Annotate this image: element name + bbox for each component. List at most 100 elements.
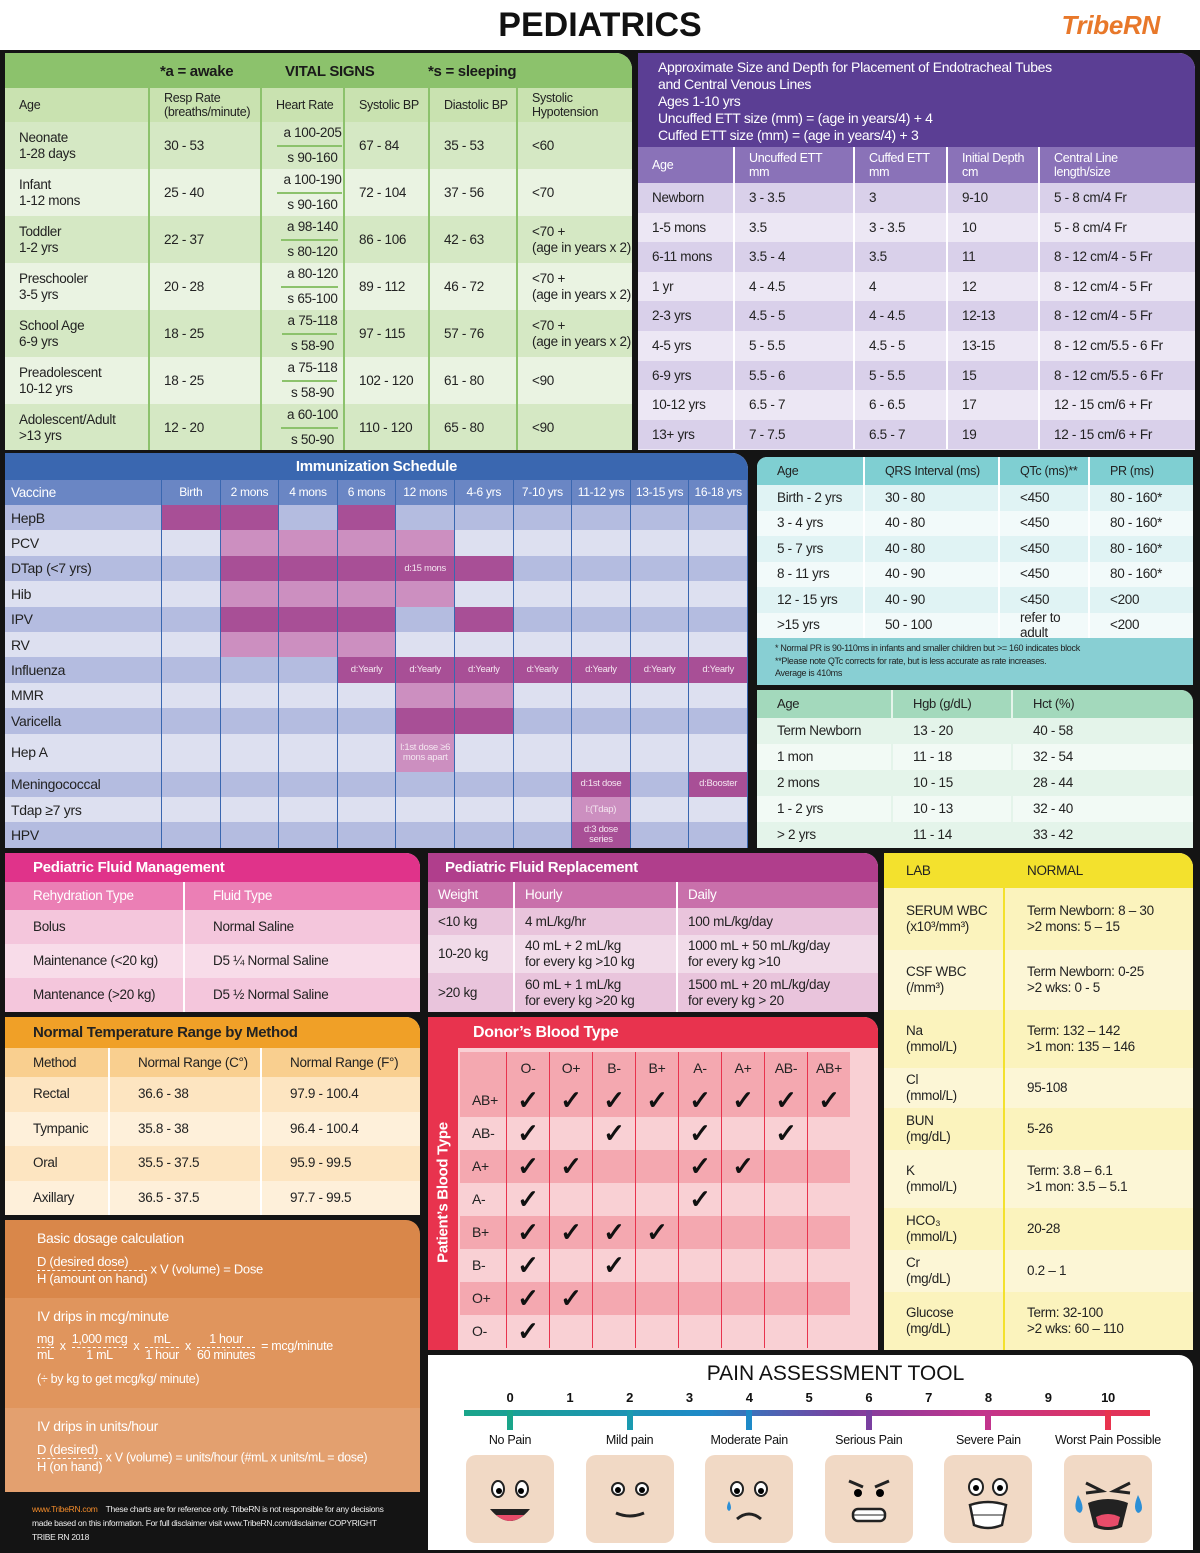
empty-cell — [162, 555, 221, 582]
table-cell: 3.5 - 4 — [735, 242, 855, 272]
empty-cell — [678, 1282, 721, 1315]
check-icon: ✓ — [506, 1117, 549, 1150]
times-sign: x — [185, 1339, 191, 1354]
empty-cell — [689, 733, 748, 772]
mcg-section: IV drips in mcg/minute mg mL x 1,000 mcg 1 m… — [5, 1298, 420, 1408]
ett-intro-line: Approximate Size and Depth for Placement… — [658, 59, 1052, 75]
patient-type-label: O- — [460, 1315, 506, 1348]
table-cell: 95.9 - 99.5 — [262, 1146, 420, 1181]
empty-cell — [689, 822, 748, 848]
row-label: 5 - 7 yrs — [757, 536, 865, 562]
column-header: PR (ms) — [1090, 457, 1193, 485]
donor-type-header: O- — [506, 1052, 549, 1084]
row-label: K (mmol/L) — [884, 1150, 1005, 1208]
check-icon: ✓ — [506, 1084, 549, 1117]
pain-scale-tick — [626, 1410, 633, 1430]
row-label: Adolescent/Adult >13 yrs — [5, 404, 150, 450]
empty-cell — [162, 733, 221, 772]
page-header: PEDIATRICS TribeRN — [0, 0, 1200, 50]
dose-cell — [279, 581, 338, 607]
column-header: QRS Interval (ms) — [865, 457, 1000, 485]
basic-dosage-section: Basic dosage calculation D (desired dose… — [5, 1220, 420, 1298]
table-cell: 40 - 80 — [865, 536, 1000, 562]
check-icon: ✓ — [635, 1084, 678, 1117]
pain-scale-tick — [1105, 1410, 1111, 1430]
empty-cell — [592, 1150, 635, 1183]
patient-blood-type-label: Patient’s Blood Type — [434, 1122, 452, 1263]
table-cell: 4.5 - 5 — [855, 330, 948, 361]
row-label: 10-12 yrs — [638, 390, 735, 420]
row-label: Oral — [5, 1146, 110, 1181]
row-label: 1 yr — [638, 271, 735, 302]
pain-scale-tick — [746, 1410, 753, 1430]
table-cell: 40 mL + 2 mL/kg for every kg >10 kg — [515, 935, 678, 973]
row-label: 2 mons — [757, 770, 893, 796]
table-cell: 36.6 - 38 — [110, 1077, 262, 1112]
mcg-title: IV drips in mcg/minute — [37, 1308, 169, 1324]
empty-cell — [572, 708, 631, 734]
numerator: 1,000 mcg — [71, 1332, 128, 1348]
vital-signs-title: VITAL SIGNS — [285, 63, 375, 80]
empty-cell — [396, 822, 455, 848]
sleeping-note: *s = sleeping — [428, 63, 517, 80]
table-cell: 32 - 40 — [1013, 796, 1193, 822]
patient-type-label: O+ — [460, 1282, 506, 1315]
row-label: Rectal — [5, 1077, 110, 1112]
empty-cell — [279, 505, 338, 531]
table-cell: 1000 mL + 50 mL/kg/day for every kg >10 — [678, 935, 878, 973]
empty-cell — [513, 555, 573, 582]
dose-cell — [454, 708, 514, 734]
dose-cell — [279, 555, 338, 582]
table-cell: <60 — [518, 122, 632, 169]
table-cell: 8 - 12 cm/4 - 5 Fr — [1040, 271, 1195, 302]
empty-cell — [689, 631, 748, 658]
table-cell: 80 - 160* — [1090, 485, 1193, 511]
empty-cell — [592, 1282, 635, 1315]
table-cell: 97.7 - 99.5 — [262, 1180, 420, 1215]
empty-cell — [220, 796, 280, 823]
units-title: IV drips in units/hour — [37, 1418, 159, 1434]
dose-cell: d:Yearly — [689, 657, 748, 683]
table-cell: 5 - 5.5 — [855, 360, 948, 391]
dose-cell — [337, 555, 397, 582]
sleeping-heart-rate: s 90-160 — [287, 196, 338, 212]
lab-panel: LAB NORMAL SERUM WBC (x10³/mm³) Term Newbor… — [884, 853, 1193, 1350]
column-header: Birth — [162, 480, 221, 505]
row-label: 12 - 15 yrs — [757, 587, 865, 613]
column-header: 2 mons — [220, 480, 280, 505]
table-cell: 25 - 40 — [150, 169, 262, 216]
ett-intro-line: Cuffed ETT size (mm) = (age in years/4) … — [658, 127, 919, 143]
table-cell: Term Newborn: 8 – 30 >2 mons: 5 – 15 — [1005, 888, 1193, 950]
row-label: Toddler 1-2 yrs — [5, 216, 150, 263]
sleeping-heart-rate: s 80-120 — [287, 243, 338, 259]
table-cell: 0.2 – 1 — [1005, 1250, 1193, 1292]
empty-cell — [689, 796, 748, 823]
dose-cell: d:Booster — [689, 771, 748, 797]
awake-heart-rate: a 75-118 — [281, 357, 338, 382]
temperature-panel: Normal Temperature Range by Method Metho… — [5, 1017, 420, 1215]
empty-cell — [220, 771, 280, 797]
empty-cell — [635, 1150, 678, 1183]
row-label: Glucose (mg/dL) — [884, 1292, 1005, 1350]
table-cell: 40 - 90 — [865, 587, 1000, 613]
table-cell: 6.5 - 7 — [735, 390, 855, 420]
triber-logo: TribeRN — [1061, 10, 1160, 40]
pain-scale-tick — [985, 1410, 992, 1430]
pain-scale-number: 8 — [984, 1390, 992, 1405]
empty-cell — [592, 1315, 635, 1348]
empty-cell — [454, 771, 514, 797]
empty-cell — [513, 530, 573, 556]
empty-cell — [454, 631, 514, 658]
empty-cell — [549, 1315, 592, 1348]
fluid-management-panel: Pediatric Fluid Management Rehydration T… — [5, 853, 420, 1012]
empty-cell — [454, 530, 514, 556]
blood-type-title: Donor’s Blood Type — [428, 1017, 878, 1048]
sleeping-heart-rate: s 50-90 — [291, 431, 334, 447]
vaccine-name: Hib — [5, 581, 162, 607]
empty-cell — [162, 771, 221, 797]
column-header: Fluid Type — [185, 882, 420, 910]
dose-note: d:Booster — [699, 778, 738, 790]
empty-cell — [396, 505, 455, 531]
footer-link[interactable]: www.TribeRN.com — [32, 1504, 98, 1514]
table-cell: 3 - 3.5 — [855, 212, 948, 243]
